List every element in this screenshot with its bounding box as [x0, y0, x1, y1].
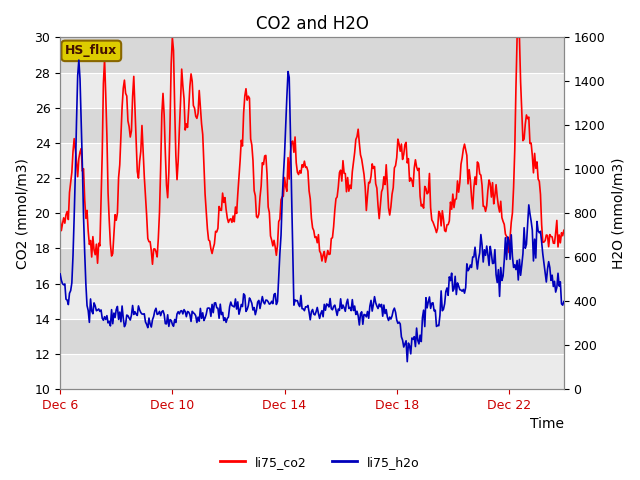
Bar — [60, 72, 564, 108]
Text: HS_flux: HS_flux — [65, 44, 117, 58]
Legend: li75_co2, li75_h2o: li75_co2, li75_h2o — [215, 451, 425, 474]
Bar — [60, 143, 564, 178]
Title: CO2 and H2O: CO2 and H2O — [255, 15, 369, 33]
Y-axis label: H2O (mmol/m3): H2O (mmol/m3) — [611, 157, 625, 269]
Bar — [60, 213, 564, 249]
Y-axis label: CO2 (mmol/m3): CO2 (mmol/m3) — [15, 158, 29, 269]
Bar — [60, 284, 564, 319]
Bar — [60, 354, 564, 389]
X-axis label: Time: Time — [530, 418, 564, 432]
